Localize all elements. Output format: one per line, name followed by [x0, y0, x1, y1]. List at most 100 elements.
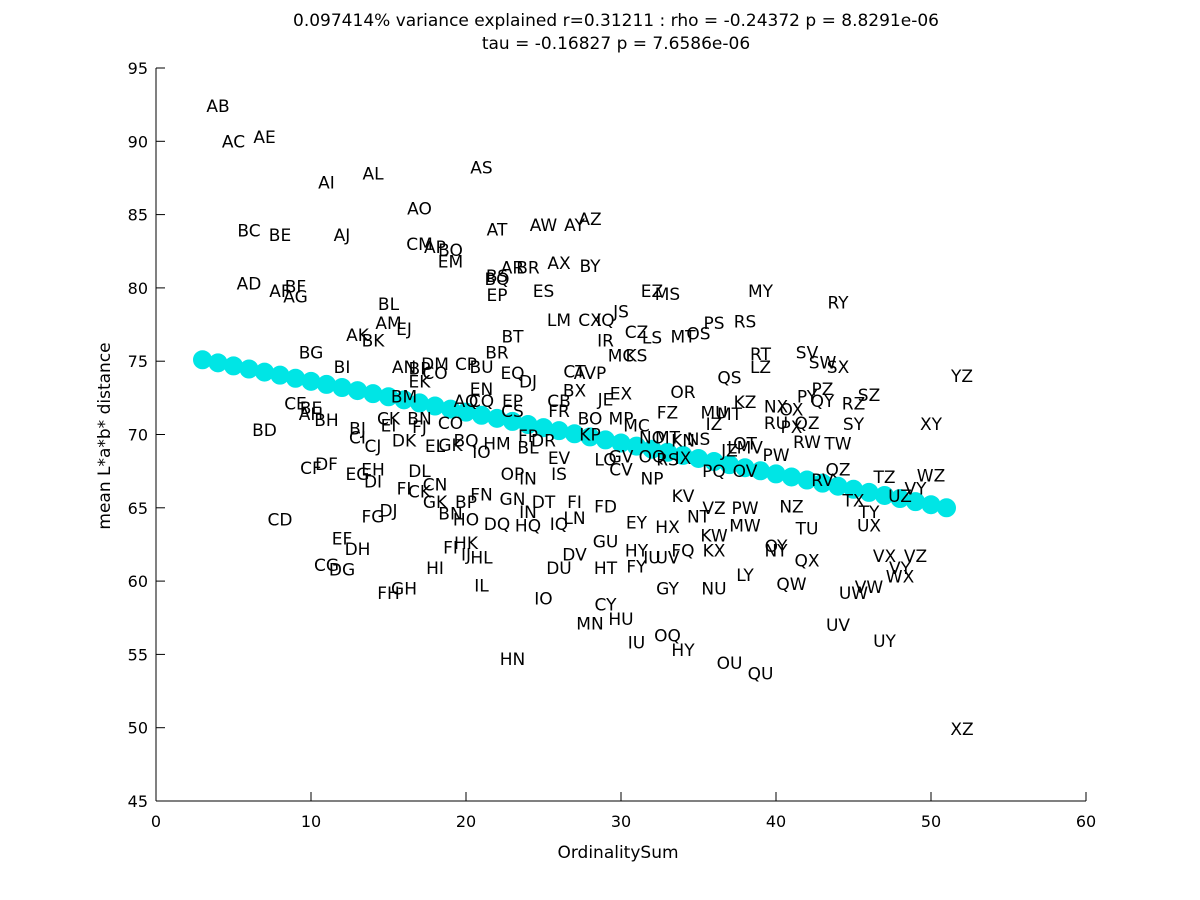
- scatter-point-label: OV: [733, 462, 758, 482]
- scatter-point-label: EQ: [500, 364, 524, 384]
- scatter-point-label: YZ: [950, 367, 973, 387]
- scatter-point-label: AR: [501, 258, 525, 278]
- scatter-point-label: AP: [424, 238, 446, 258]
- scatter-point-label: CM: [406, 235, 433, 255]
- scatter-point-label: EP: [487, 286, 508, 306]
- scatter-point-label: KV: [672, 487, 695, 507]
- fit-line-marker: [224, 356, 243, 376]
- scatter-point-label: BP: [409, 360, 431, 380]
- scatter-point-label: BE: [300, 399, 322, 419]
- scatter-point-label: HY: [671, 641, 695, 661]
- scatter-point-label: OR: [670, 383, 695, 403]
- scatter-point-label: IU: [628, 634, 645, 654]
- y-tick-label: 45: [128, 792, 148, 811]
- scatter-point-label: BN: [407, 409, 431, 429]
- scatter-point-label: CK: [377, 409, 401, 429]
- scatter-point-label: BI: [334, 358, 351, 378]
- scatter-point-label: AN: [392, 358, 416, 378]
- scatter-point-label: PS: [703, 314, 724, 334]
- scatter-point-label: NZ: [779, 497, 803, 517]
- scatter-point-label: BE: [269, 226, 291, 246]
- scatter-point-label: EN: [470, 380, 493, 400]
- scatter-point-label: NY: [764, 541, 788, 561]
- x-tick-label: 40: [766, 812, 786, 831]
- scatter-point-label: NS: [687, 430, 711, 450]
- scatter-point-label: RU: [764, 414, 788, 434]
- scatter-point-label: BY: [579, 257, 601, 277]
- fit-line-marker: [239, 359, 259, 379]
- scatter-point-label: EG: [346, 465, 370, 485]
- scatter-point-label: CE: [284, 395, 307, 415]
- x-tick-label: 0: [151, 812, 161, 831]
- scatter-point-label: BH: [314, 411, 338, 431]
- scatter-point-label: TZ: [872, 468, 895, 488]
- scatter-point-label: QZ: [794, 414, 819, 434]
- scatter-point-label: IO: [472, 443, 490, 463]
- scatter-point-label: FZ: [657, 404, 678, 424]
- y-tick-label: 80: [128, 279, 148, 298]
- scatter-point-label: DR: [531, 431, 556, 451]
- scatter-point-label: AE: [253, 128, 275, 148]
- scatter-point-label: QU: [748, 664, 774, 684]
- scatter-point-label: OY: [765, 537, 788, 557]
- scatter-point-label: MC: [623, 417, 650, 437]
- scatter-point-label: JS: [612, 302, 629, 322]
- scatter-point-label: OT: [733, 434, 757, 454]
- scatter-point-label: QX: [794, 552, 819, 572]
- scatter-point-label: SW: [809, 354, 837, 374]
- scatter-point-label: IN: [519, 469, 537, 489]
- scatter-point-label: LZ: [750, 358, 771, 378]
- scatter-point-label: CN: [423, 475, 448, 495]
- scatter-point-label: AJ: [334, 226, 351, 246]
- scatter-point-label: DV: [562, 546, 587, 566]
- scatter-point-label: BF: [285, 277, 306, 297]
- scatter-point-label: BL: [378, 295, 400, 315]
- scatter-point-label: PW: [731, 499, 758, 519]
- scatter-point-label: HK: [454, 534, 479, 554]
- scatter-point-label: NO: [639, 428, 665, 448]
- scatter-point-label: AD: [237, 275, 262, 295]
- scatter-point-label: UY: [873, 632, 896, 652]
- scatter-point-label: IO: [534, 590, 552, 610]
- scatter-point-label: BU: [469, 358, 493, 378]
- scatter-point-label: DT: [532, 493, 556, 513]
- scatter-point-label: DH: [345, 540, 371, 560]
- fit-line-marker: [301, 371, 321, 391]
- scatter-point-label: CT: [563, 362, 586, 382]
- scatter-point-label: MW: [729, 516, 761, 536]
- x-tick-label: 60: [1076, 812, 1096, 831]
- scatter-point-label: EP: [502, 392, 523, 412]
- y-tick-label: 70: [128, 426, 148, 445]
- scatter-point-label: OX: [780, 401, 804, 421]
- scatter-point-label: IR: [597, 332, 614, 352]
- scatter-point-label: AVP: [574, 364, 606, 384]
- fit-line-marker: [317, 374, 336, 394]
- scatter-point-label: FI: [443, 538, 458, 558]
- scatter-point-label: EL: [425, 437, 446, 457]
- scatter-point-label: RW: [793, 433, 821, 453]
- scatter-point-label: EY: [626, 513, 648, 533]
- scatter-point-label: NU: [701, 579, 726, 599]
- scatter-point-label: PY: [797, 387, 818, 407]
- scatter-point-label: LS: [642, 329, 662, 349]
- scatter-point-label: VW: [855, 578, 884, 598]
- scatter-point-label: EK: [409, 373, 432, 393]
- scatter-point-label: FN: [470, 486, 493, 506]
- scatter-point-label: SY: [843, 415, 865, 435]
- scatter-point-label: FR: [548, 402, 570, 422]
- scatter-point-label: CQ: [469, 392, 494, 412]
- scatter-point-label: UW: [839, 584, 868, 604]
- scatter-point-label: HX: [655, 518, 680, 538]
- scatter-point-label: OQ: [654, 626, 681, 646]
- scatter-point-label: UV: [826, 616, 850, 636]
- scatter-point-label: HT: [594, 559, 618, 579]
- scatter-point-label: IZ: [706, 415, 723, 435]
- scatter-point-label: LM: [547, 311, 571, 331]
- scatter-point-label: CO: [438, 414, 463, 434]
- scatter-point-label: CD: [268, 511, 293, 531]
- scatter-point-label: TX: [841, 491, 864, 511]
- scatter-point-label: IN: [519, 503, 537, 523]
- y-tick-label: 75: [128, 352, 148, 371]
- scatter-point-label: LN: [563, 509, 585, 529]
- scatter-point-label: MC: [608, 346, 635, 366]
